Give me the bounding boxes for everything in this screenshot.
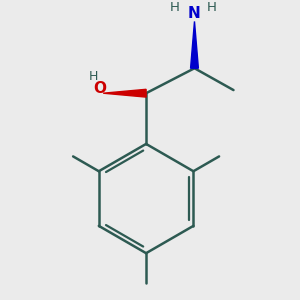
Text: H: H xyxy=(88,70,98,83)
Text: H: H xyxy=(207,1,217,14)
Text: H: H xyxy=(170,1,180,14)
Text: O: O xyxy=(93,81,106,96)
Polygon shape xyxy=(190,21,198,68)
Text: N: N xyxy=(187,6,200,21)
Polygon shape xyxy=(103,89,146,97)
